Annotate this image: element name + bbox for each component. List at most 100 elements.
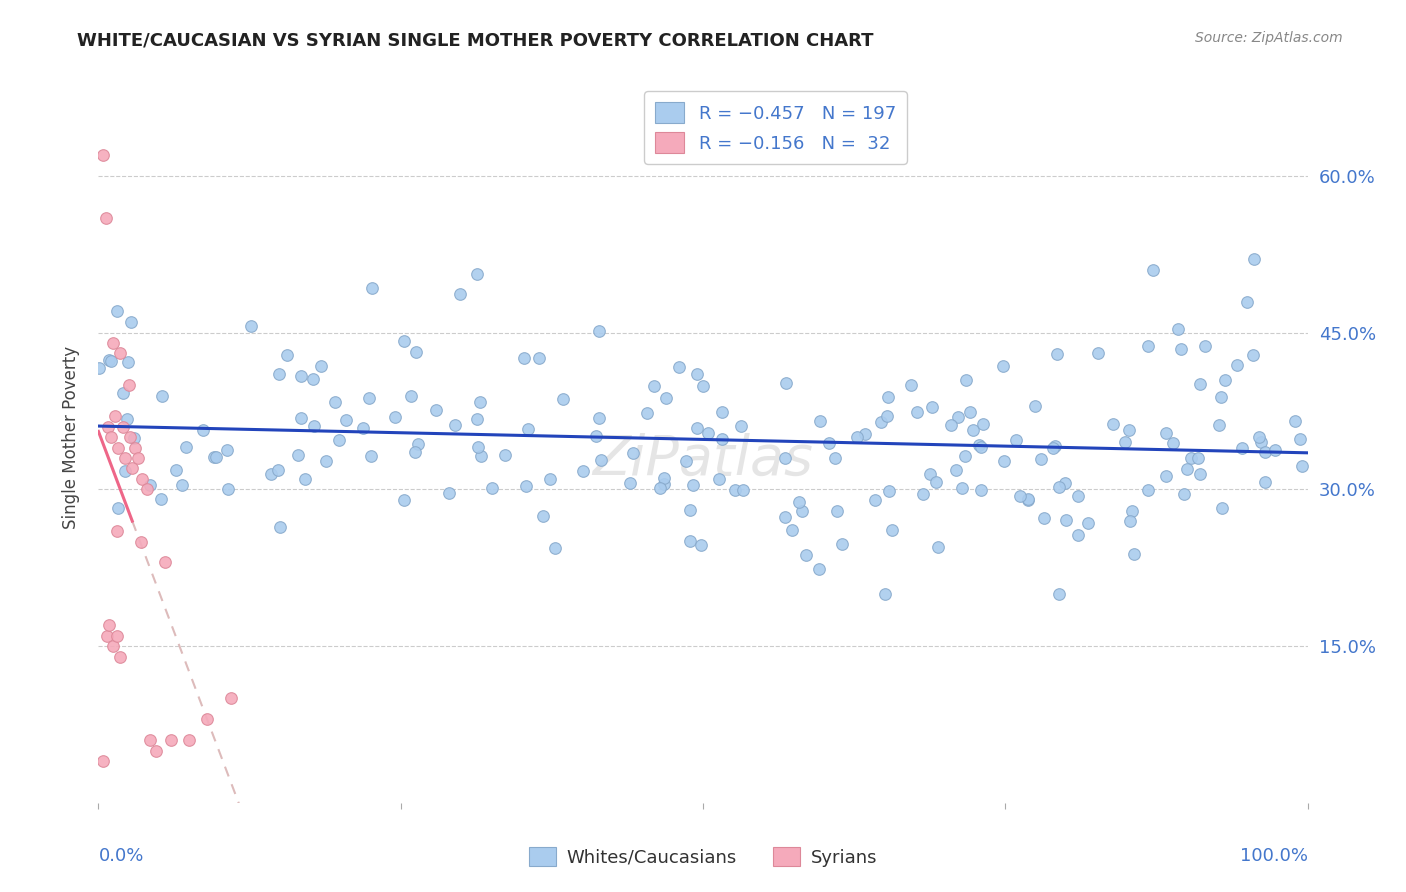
Point <box>287 448 309 462</box>
Point <box>97 353 120 368</box>
Point <box>1017 492 1039 507</box>
Point <box>959 405 981 419</box>
Point <box>1264 442 1286 457</box>
Point <box>94 211 117 225</box>
Point <box>654 392 676 406</box>
Point <box>1230 441 1253 455</box>
Point <box>918 467 941 481</box>
Point <box>686 368 709 382</box>
Point <box>1291 458 1313 473</box>
Point <box>690 538 713 552</box>
Point <box>425 403 447 417</box>
Point <box>112 386 135 401</box>
Point <box>875 587 897 601</box>
Text: 0.0%: 0.0% <box>98 847 143 864</box>
Point <box>104 409 127 424</box>
Point <box>467 441 489 455</box>
Point <box>686 420 709 434</box>
Point <box>517 422 540 436</box>
Point <box>817 436 839 450</box>
Point <box>654 470 676 484</box>
Point <box>1226 358 1249 372</box>
Point <box>692 379 714 393</box>
Point <box>91 148 114 162</box>
Point <box>384 409 406 424</box>
Point <box>865 493 887 508</box>
Legend: R = −0.457   N = 197, R = −0.156   N =  32: R = −0.457 N = 197, R = −0.156 N = 32 <box>644 91 907 164</box>
Point <box>775 376 797 390</box>
Point <box>406 437 429 451</box>
Point <box>948 409 970 424</box>
Point <box>174 440 197 454</box>
Point <box>531 508 554 523</box>
Point <box>260 467 283 481</box>
Point <box>538 472 561 486</box>
Point <box>972 417 994 432</box>
Point <box>139 733 162 747</box>
Point <box>449 286 471 301</box>
Point <box>876 409 898 423</box>
Point <box>481 481 503 495</box>
Point <box>470 449 492 463</box>
Point <box>912 487 935 501</box>
Point <box>643 379 665 393</box>
Point <box>1032 511 1054 525</box>
Point <box>117 355 139 369</box>
Point <box>1054 476 1077 491</box>
Point <box>527 351 550 366</box>
Point <box>124 431 146 445</box>
Legend: Whites/Caucasians, Syrians: Whites/Caucasians, Syrians <box>522 840 884 874</box>
Point <box>465 268 488 282</box>
Point <box>773 510 796 524</box>
Point <box>650 481 672 495</box>
Text: 100.0%: 100.0% <box>1240 847 1308 864</box>
Point <box>636 406 658 420</box>
Point <box>1042 441 1064 455</box>
Point <box>900 377 922 392</box>
Point <box>1067 527 1090 541</box>
Point <box>825 504 848 518</box>
Point <box>1043 439 1066 453</box>
Point <box>544 541 567 556</box>
Point <box>101 639 124 653</box>
Point <box>1136 339 1159 353</box>
Point <box>962 423 984 437</box>
Point <box>87 361 110 376</box>
Point <box>468 395 491 409</box>
Point <box>392 493 415 508</box>
Point <box>991 359 1014 373</box>
Point <box>135 483 157 497</box>
Point <box>205 450 228 464</box>
Point <box>96 629 118 643</box>
Point <box>1209 390 1232 404</box>
Point <box>150 492 173 507</box>
Point <box>955 450 977 464</box>
Point <box>404 445 426 459</box>
Point <box>724 483 747 497</box>
Point <box>1047 480 1070 494</box>
Point <box>512 351 534 365</box>
Point <box>1236 295 1258 310</box>
Point <box>1136 483 1159 498</box>
Point <box>111 419 134 434</box>
Point <box>191 423 214 437</box>
Point <box>105 304 128 318</box>
Point <box>730 418 752 433</box>
Point <box>589 453 612 467</box>
Point <box>124 441 146 455</box>
Point <box>696 425 718 440</box>
Point <box>129 534 152 549</box>
Point <box>1066 488 1088 502</box>
Point <box>925 475 948 490</box>
Point <box>145 743 167 757</box>
Point <box>107 441 129 455</box>
Point <box>1173 486 1195 500</box>
Point <box>679 534 702 549</box>
Point <box>328 434 350 448</box>
Point <box>114 464 136 478</box>
Text: Source: ZipAtlas.com: Source: ZipAtlas.com <box>1195 31 1343 45</box>
Point <box>139 477 162 491</box>
Point <box>921 400 943 414</box>
Point <box>1211 500 1233 515</box>
Point <box>950 481 973 495</box>
